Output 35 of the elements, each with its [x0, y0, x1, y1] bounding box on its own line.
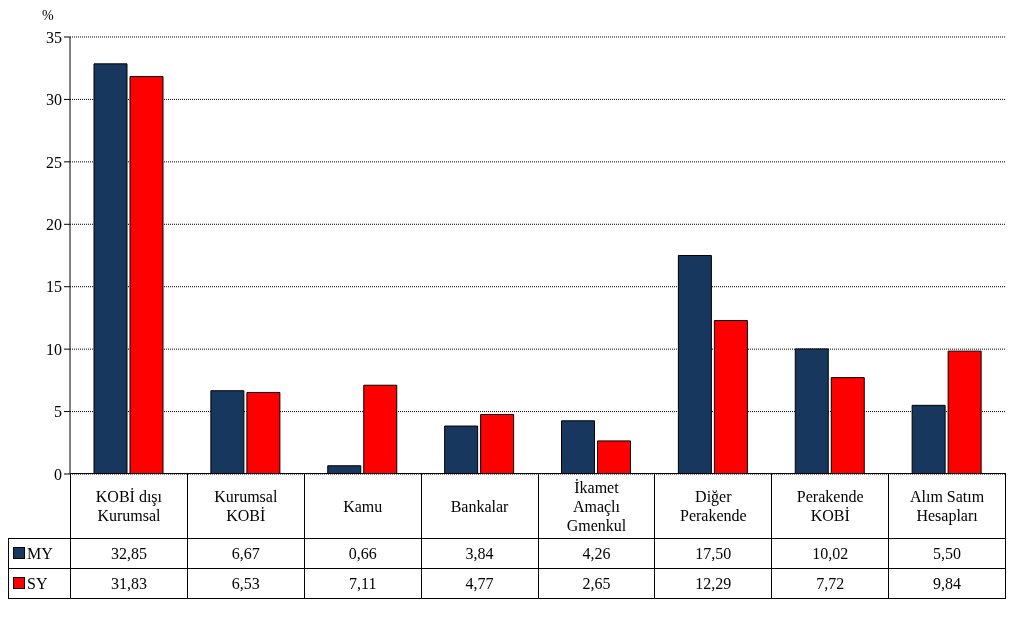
data-label: 2,65 [538, 568, 655, 599]
x-tick-label: Alım Satım Hesapları [888, 473, 1006, 539]
x-tick-label: Kamu [304, 473, 422, 539]
data-label: 5,50 [888, 538, 1006, 569]
data-label: 9,84 [888, 568, 1006, 599]
data-label: 12,29 [654, 568, 772, 599]
data-label: 6,53 [187, 568, 305, 599]
data-label: 31,83 [70, 568, 188, 599]
x-tick-label: Diğer Perakende [654, 473, 772, 539]
y-tick-label: 15 [46, 278, 62, 296]
y-axis-title: % [42, 8, 54, 24]
y-tick-label: 25 [46, 153, 62, 171]
x-tick-label: KOBİ dışı Kurumsal [70, 473, 188, 539]
legend-label: SY [8, 568, 71, 599]
data-label: 4,26 [538, 538, 655, 569]
data-label: 10,02 [771, 538, 889, 569]
x-tick-label: İkamet Amaçlı Gmenkul [538, 473, 655, 539]
y-tick-label: 35 [46, 28, 62, 46]
data-label: 0,66 [304, 538, 422, 569]
y-tick-label: 20 [46, 215, 62, 233]
data-label: 6,67 [187, 538, 305, 569]
y-tick-label: 10 [46, 340, 62, 358]
data-label: 3,84 [421, 538, 538, 569]
y-tick-label: 30 [46, 91, 62, 109]
data-label: 32,85 [70, 538, 188, 569]
y-tick-label: 0 [54, 465, 62, 483]
data-label: 7,72 [771, 568, 889, 599]
x-tick-label: Kurumsal KOBİ [187, 473, 305, 539]
data-label: 4,77 [421, 568, 538, 599]
data-label: 7,11 [304, 568, 422, 599]
y-tick-label: 5 [54, 403, 62, 421]
legend-label: MY [8, 538, 71, 569]
data-label: 17,50 [654, 538, 772, 569]
x-tick-label: Perakende KOBİ [771, 473, 889, 539]
x-tick-label: Bankalar [421, 473, 538, 539]
